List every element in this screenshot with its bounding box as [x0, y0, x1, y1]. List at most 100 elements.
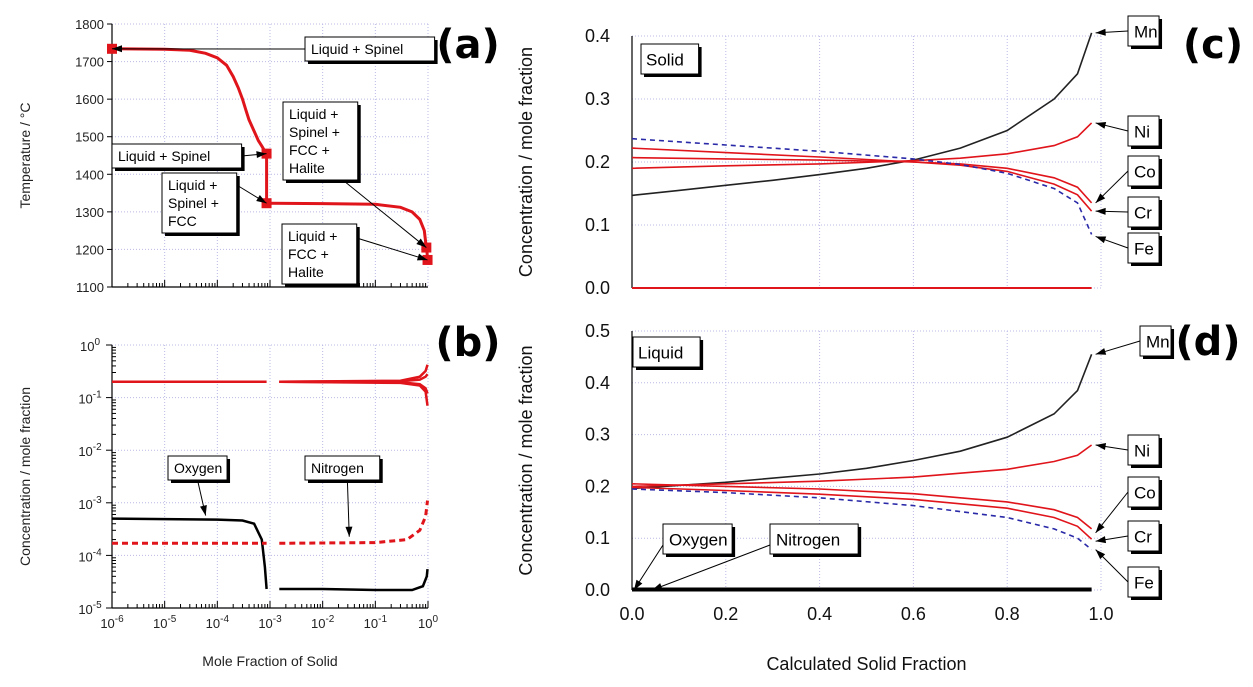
element-label-text: Cr — [1134, 528, 1152, 547]
y-axis-title: Concentration / mole fraction — [17, 387, 33, 566]
y-tick-label: 0.2 — [585, 476, 610, 496]
label-arrow — [1095, 28, 1129, 36]
y-tick-label: 0.2 — [585, 152, 610, 172]
series-mn — [631, 354, 1093, 490]
phase-annotation-text: Liquid + Spinel — [118, 148, 210, 164]
x-tick-label: 100 — [418, 614, 438, 631]
element-label: Cr — [1127, 520, 1163, 554]
annotation-arrow-line — [356, 237, 428, 261]
element-label-text: Ni — [1134, 123, 1150, 142]
label-arrow-head — [1095, 443, 1107, 450]
element-label-text: Ni — [1134, 442, 1150, 461]
annotation-arrow-head — [416, 253, 428, 261]
x-tick-label: 0.2 — [713, 604, 738, 624]
element-label: Oxygen — [662, 523, 736, 557]
series-co — [631, 156, 1093, 204]
annotation-arrow — [342, 179, 427, 248]
y-tick-label: 1800 — [75, 17, 104, 32]
y-tick-label: 0.1 — [585, 528, 610, 548]
label-arrow — [1095, 340, 1141, 355]
phase-annotation-text: Halite — [289, 160, 325, 176]
series-annotation: Nitrogen — [304, 455, 383, 483]
y-tick-label: 10-2 — [78, 442, 102, 459]
y-axis-title: Concentration / mole fraction — [516, 47, 536, 277]
element-label: Ni — [1127, 115, 1163, 149]
x-tick-label: 10-4 — [206, 614, 230, 631]
element-label-text: Cr — [1134, 204, 1152, 223]
panel-label-b: (b) — [435, 320, 500, 366]
phase-annotation: Liquid + Spinel — [304, 36, 438, 64]
phase-annotation-text: Liquid + — [289, 106, 338, 122]
phase-annotation: Liquid + Spinel + FCC — [161, 172, 240, 236]
phase-annotation-text: FCC + — [288, 246, 329, 262]
annotation-arrow-line — [342, 179, 427, 248]
y-tick-label: 1700 — [75, 55, 104, 70]
element-label: Mn — [1127, 15, 1163, 49]
series-alloy-element — [279, 380, 429, 406]
inset-label: Liquid — [632, 336, 704, 370]
y-tick-label: 1100 — [76, 280, 104, 295]
y-tick-label: 10-5 — [78, 600, 102, 617]
y-tick-label: 0.0 — [585, 278, 610, 298]
x-tick-label: 10-1 — [364, 614, 388, 631]
y-tick-label: 100 — [80, 337, 100, 354]
annotation-arrow-head — [256, 151, 267, 159]
label-arrow-head — [1095, 348, 1107, 355]
element-label-box — [662, 523, 733, 555]
y-tick-label: 10-3 — [78, 495, 102, 512]
element-label-text: Oxygen — [669, 531, 728, 550]
inset-label-box — [632, 336, 701, 368]
x-tick-label: 0.6 — [901, 604, 926, 624]
y-tick-label: 0.4 — [585, 373, 610, 393]
element-label-box — [1127, 434, 1160, 466]
x-tick-label: 10-6 — [100, 614, 124, 631]
label-arrow — [1095, 170, 1129, 204]
annotation-arrow-head — [200, 505, 207, 516]
y-tick-label: 0.4 — [585, 26, 610, 46]
element-label: Cr — [1127, 196, 1163, 230]
annotation-arrow-head — [416, 238, 427, 248]
panel-a: 1100 1200 1300 1400 1500 1600 1700 1800 Temperat… — [17, 17, 500, 295]
series-mn — [631, 32, 1093, 197]
label-arrow-head — [1095, 207, 1106, 215]
label-arrow-head — [1095, 121, 1107, 129]
y-tick-label: 0.5 — [585, 321, 610, 341]
series-oxygen — [279, 568, 429, 592]
x-tick-label: 0.8 — [995, 604, 1020, 624]
label-arrow-head — [1095, 536, 1107, 544]
label-arrow — [1095, 235, 1129, 249]
y-axis-title: Concentration / mole fraction — [516, 345, 536, 575]
element-label: Ni — [1127, 434, 1163, 468]
annotation-arrow-head — [256, 195, 267, 204]
series-cr — [631, 147, 1093, 212]
element-label-text: Fe — [1134, 574, 1154, 593]
phase-annotation: Liquid + Spinel — [111, 143, 245, 171]
y-tick-label: 0.1 — [585, 215, 610, 235]
inset-label: Solid — [640, 43, 702, 77]
element-label: Fe — [1127, 566, 1163, 600]
phase-annotation-text: Liquid + Spinel — [311, 41, 403, 57]
x-tick-label: 10-2 — [311, 614, 335, 631]
phase-annotation-box — [161, 172, 238, 234]
label-arrow-head — [1095, 549, 1106, 560]
phase-annotation-box — [304, 36, 436, 62]
series-fe — [631, 137, 1093, 235]
panel-label-a: (a) — [436, 22, 500, 68]
y-axis-title: Temperature / °C — [17, 103, 33, 209]
phase-annotation-text: Spinel + — [168, 195, 219, 211]
element-label-box — [769, 523, 859, 555]
element-label-box — [1127, 115, 1160, 147]
inset-label-box — [640, 43, 700, 75]
panel-d: 0.0 0.1 0.2 0.3 0.4 0.5 0.0 0.2 0.4 0.6 0.8 1.0 Conc… — [516, 321, 1175, 674]
element-label: Mn — [1139, 325, 1175, 359]
y-tick-label: 1500 — [75, 130, 104, 145]
annotation-arrow-head — [112, 45, 123, 53]
phase-annotation-text: Liquid + — [288, 228, 337, 244]
panel-c: 0.0 0.1 0.2 0.3 0.4 Concentration / mole frac… — [516, 15, 1163, 298]
series-alloy-element — [279, 364, 429, 384]
element-label: Nitrogen — [769, 523, 862, 557]
label-arrow — [1095, 535, 1129, 544]
element-label-box — [1127, 566, 1160, 598]
element-label-text: Nitrogen — [776, 531, 840, 550]
